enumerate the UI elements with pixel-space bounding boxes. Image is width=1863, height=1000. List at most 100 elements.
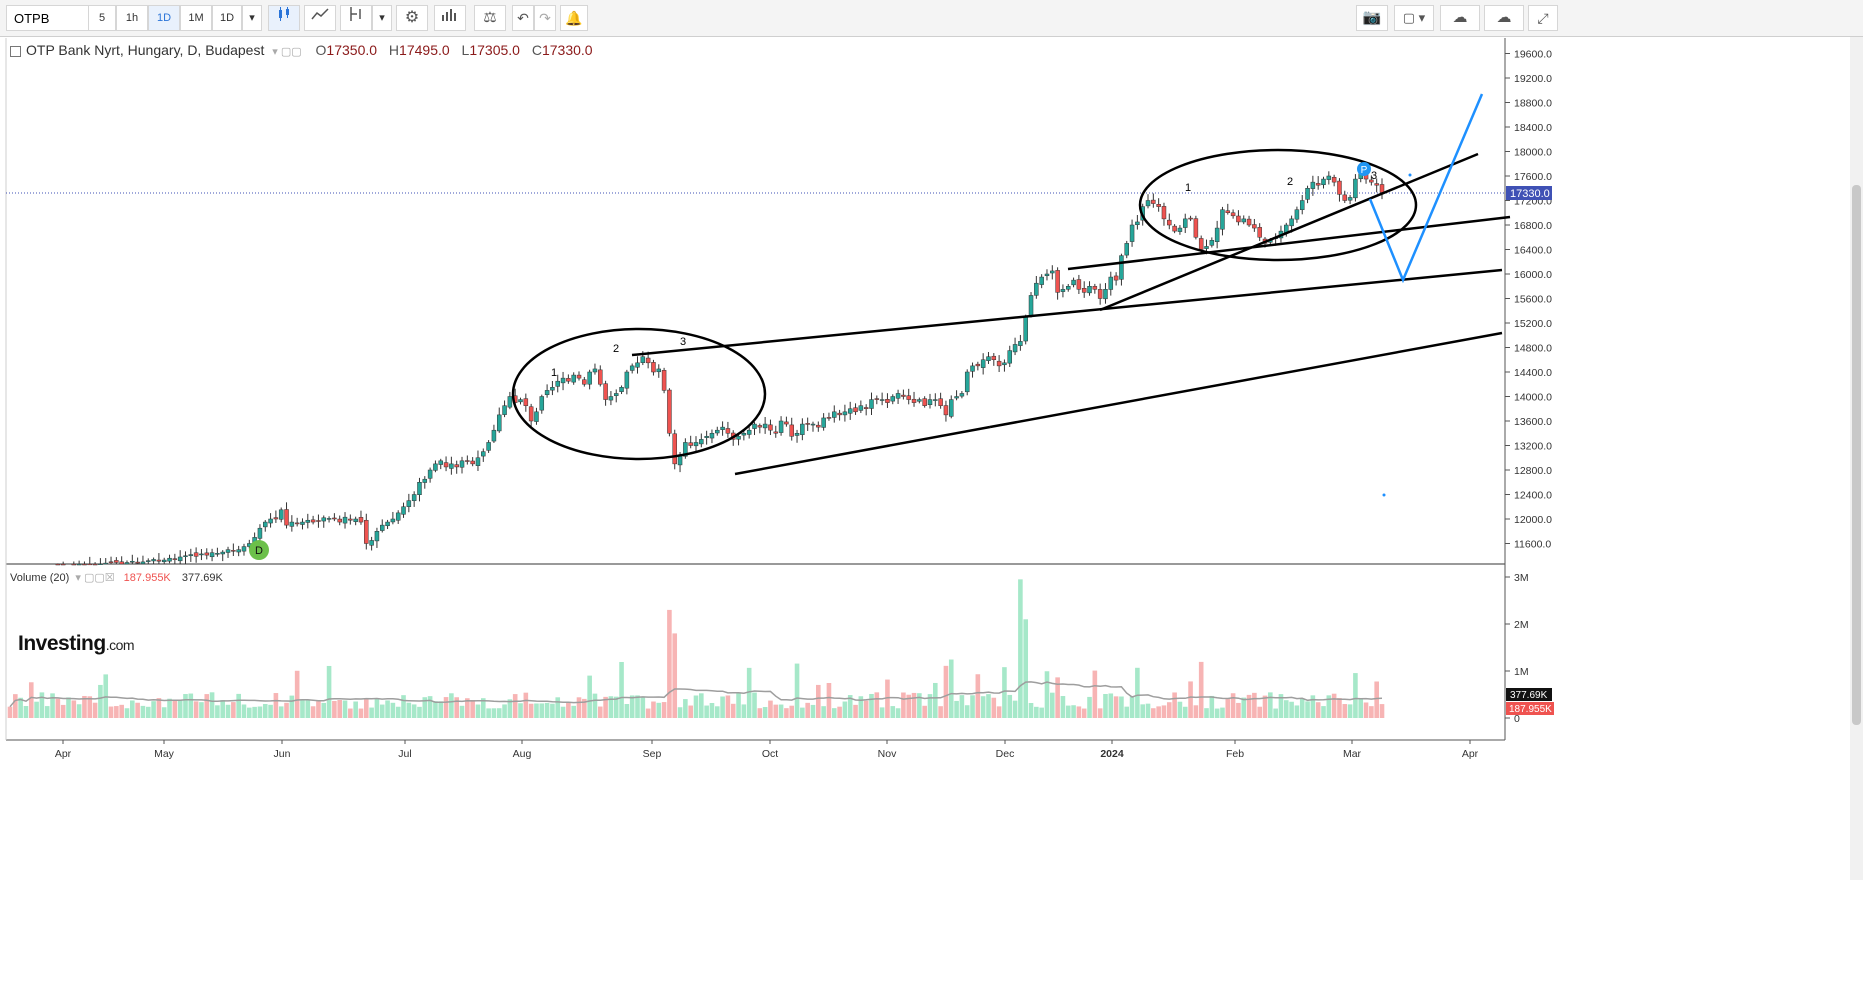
dividend-marker-icon[interactable] [249,540,269,560]
volume-axis[interactable]: 0 1M 2M 3M [1505,572,1529,725]
volume-bar [597,706,603,718]
volume-bar [544,702,550,718]
interval-1h-button[interactable]: 1h [116,5,148,31]
volume-bar [1007,694,1013,718]
settings-button[interactable]: ⚙ [396,5,428,31]
price-axis[interactable]: 11600.0 12000.0 12400.0 12800.0 13200.0 13600… [1505,49,1552,551]
candle-body [667,389,672,434]
volume-bar [651,701,656,718]
candle-body [284,509,289,526]
collapse-legend-icon[interactable] [10,45,21,57]
interval-5-button[interactable]: 5 [88,5,116,31]
wave-label-2: 2 [613,343,619,355]
trend-line-steep-support[interactable] [1099,152,1479,312]
drawings[interactable] [511,93,1511,497]
volume-bar [417,706,422,718]
candle-body [406,500,412,507]
legend-options-icon[interactable]: ▾ ▢▢ [272,46,302,58]
scrollbar-thumb[interactable] [1852,185,1861,725]
price-pane[interactable] [6,38,1505,564]
candlestick-chart-button[interactable] [268,5,300,31]
volume-bar [741,704,747,718]
time-tick-label: Sep [643,748,662,760]
symbol-search-input[interactable] [6,5,103,31]
snapshot-button[interactable]: 📷 [1356,5,1388,31]
pattern-ellipse-right[interactable] [1138,148,1418,262]
compare-button[interactable] [304,5,336,31]
volume-bar [656,702,662,718]
layout-button[interactable]: ▢ ▾ [1394,5,1434,31]
volume-options-icon[interactable]: ▾ ▢▢☒ [75,572,115,584]
volume-bar [326,665,332,718]
volume-bar [672,633,678,718]
fullscreen-button[interactable]: ⤢ [1528,5,1558,31]
volume-bar [353,701,358,718]
save-chart-button[interactable]: ☁ [1484,5,1524,31]
volume-bar [1129,696,1135,718]
pivot-marker-icon[interactable] [1357,162,1371,176]
candle-body [550,387,555,391]
volume-bar [858,696,864,718]
indicators-button[interactable] [340,5,372,31]
candle-body [842,411,848,416]
volume-bar [523,692,529,718]
trend-line-long-support[interactable] [989,331,1503,429]
time-axis[interactable]: Apr May Jun Jul Aug Sep Oct Nov Dec 2024 Feb Mar Apr [55,740,1479,760]
open-label: O [315,42,327,58]
interval-1d-button[interactable]: 1D [148,5,180,31]
volume-bar [7,706,13,718]
candle-body [87,563,93,566]
time-tick-label: May [154,748,175,760]
volume-bar [76,704,82,718]
interval-dropdown-button[interactable]: ▾ [242,5,262,31]
volume-bar [401,695,406,718]
volume-bar [294,670,300,718]
volume-bar [459,705,465,718]
camera-icon: 📷 [1362,9,1382,26]
volume-title: Volume (20) [10,572,70,584]
volume-bar [1049,692,1055,718]
candle-body [635,362,640,368]
trend-line-upper-channel[interactable] [631,268,1503,357]
volume-bar [773,704,779,718]
page-scrollbar[interactable] [1850,37,1863,880]
indicators-dropdown-button[interactable]: ▾ [372,5,392,31]
candle-body [98,563,103,565]
candle-body [268,518,273,524]
volume-bar [911,692,917,718]
volume-bar [236,693,241,718]
price-chart[interactable]: 1 2 3 1 2 3 P D 11600.0 12000.0 12400.0 128… [0,37,1863,880]
alert-button[interactable]: 🔔 [560,5,588,31]
volume-bar [87,696,93,718]
compare-scale-button[interactable]: ⚖ [474,5,506,31]
volume-bar [305,699,311,718]
volume-bar [667,609,672,718]
candle-body [1002,362,1007,366]
candle-body [1034,282,1039,296]
pattern-ellipse-left[interactable] [511,327,767,461]
candle-body [688,442,693,446]
interval-custom-button[interactable]: 1D [212,5,242,31]
volume-bar [358,708,364,718]
candle-body [257,527,263,539]
layout-icon: ▢ ▾ [1402,10,1426,25]
projection-path[interactable] [1368,93,1484,284]
price-tick-label: 18400.0 [1514,122,1552,134]
undo-button[interactable]: ↶ [512,5,534,31]
trend-line-mid-channel[interactable] [1067,215,1511,271]
candle-body [608,396,614,401]
candle-body [76,563,82,566]
candle-body [725,428,731,434]
interval-1m-button[interactable]: 1M [180,5,212,31]
volume-bar [470,700,475,718]
redo-button[interactable]: ↷ [534,5,556,31]
volume-bar [1337,698,1342,718]
candle-body [784,421,789,425]
candle-body [1198,238,1204,250]
trend-line-lower-channel[interactable] [734,425,991,476]
price-tick-label: 12800.0 [1514,465,1552,477]
load-chart-button[interactable]: ☁ [1440,5,1480,31]
volume-button[interactable] [434,5,466,31]
volume-bar [321,702,327,718]
candle-body [773,431,779,434]
